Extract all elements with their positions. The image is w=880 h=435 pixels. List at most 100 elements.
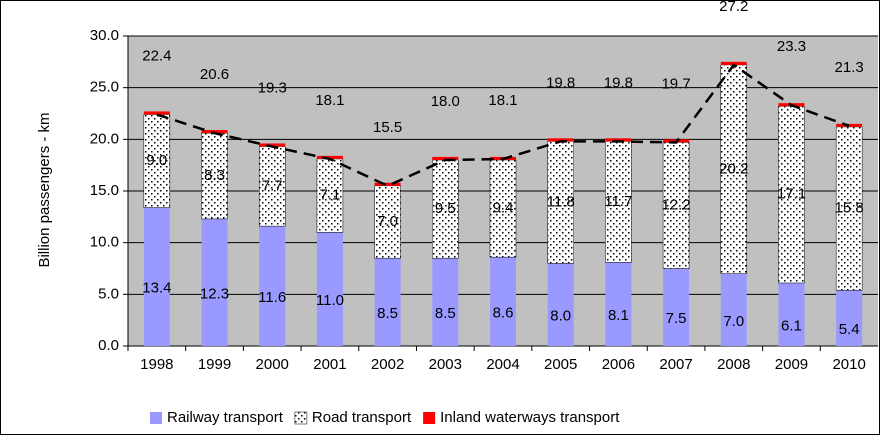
bar-segment: [778, 282, 805, 346]
x-tick-label: 2009: [775, 356, 808, 373]
total-label: 22.4: [142, 48, 171, 65]
bar-segment: [662, 142, 690, 269]
bar-segment: [143, 111, 170, 115]
legend-label: Railway transport: [167, 409, 284, 426]
bar-segment: [432, 159, 459, 259]
data-label: 13.4: [142, 280, 171, 297]
x-tick-label: 1999: [198, 356, 231, 373]
bar-segment: [143, 114, 171, 208]
x-tick-label: 2010: [832, 356, 865, 373]
bar-segment: [374, 182, 401, 186]
data-label: 8.5: [377, 305, 398, 322]
bar-segment: [143, 207, 170, 346]
bar-segment: [778, 106, 805, 284]
bar-segment: [432, 258, 459, 346]
data-label: 17.1: [777, 186, 806, 203]
bar-segment: [605, 138, 632, 142]
bar-segment: [720, 273, 747, 346]
bar-segment: [259, 226, 286, 346]
bar-segment: [259, 143, 286, 147]
data-label: 8.6: [493, 305, 514, 322]
x-tick-label: 1998: [140, 356, 173, 373]
bar-segment: [432, 156, 459, 160]
data-label: 8.1: [608, 307, 629, 324]
data-label: 12.3: [200, 285, 229, 302]
data-label: 9.4: [493, 200, 514, 217]
bar-segment: [201, 218, 228, 346]
data-label: 7.0: [723, 313, 744, 330]
x-tick-label: 2008: [717, 356, 750, 373]
total-label: 19.8: [546, 74, 575, 91]
x-tick-label: 2006: [602, 356, 635, 373]
x-tick-label: 2000: [256, 356, 289, 373]
data-label: 9.5: [435, 200, 456, 217]
bar-segment: [720, 61, 747, 65]
bar-segment: [258, 146, 286, 227]
data-label: 8.3: [204, 167, 225, 184]
data-label: 11.7: [604, 193, 632, 210]
bar-segment: [720, 64, 748, 274]
total-label: 18.1: [315, 92, 344, 109]
y-tick-label: 0.0: [98, 337, 119, 354]
x-tick-label: 2001: [313, 356, 346, 373]
data-label: 7.5: [666, 310, 687, 327]
bar-segment: [316, 155, 343, 159]
bar-segment: [835, 126, 863, 291]
legend-label: Road transport: [312, 409, 412, 426]
bar-segment: [201, 130, 228, 134]
y-tick-label: 20.0: [90, 130, 119, 147]
y-tick-label: 30.0: [90, 27, 119, 44]
data-label: 11.8: [547, 193, 575, 210]
x-tick-label: 2003: [429, 356, 462, 373]
total-label: 21.3: [835, 59, 864, 76]
total-label: 19.3: [258, 80, 287, 97]
x-tick-label: 2005: [544, 356, 577, 373]
x-tick-label: 2007: [659, 356, 692, 373]
legend-label: Inland waterways transport: [440, 409, 620, 426]
bar-segment: [374, 258, 401, 346]
data-label: 8.0: [550, 308, 571, 325]
total-label: 20.6: [200, 66, 229, 83]
legend-swatch: [150, 412, 162, 424]
bar-segment: [489, 159, 517, 258]
bar-segment: [547, 141, 574, 264]
x-tick-label: 2002: [371, 356, 404, 373]
data-label: 20.2: [719, 160, 748, 177]
total-line: [156, 63, 850, 188]
total-label: 18.1: [488, 92, 517, 109]
data-label: 15.8: [835, 200, 864, 217]
y-axis-label: Billion passengers - km: [36, 112, 53, 267]
total-label: 15.5: [373, 119, 402, 136]
bar-segment: [663, 268, 690, 346]
total-label: 23.3: [777, 38, 806, 55]
legend-swatch: [423, 412, 436, 424]
total-label: 19.8: [604, 74, 633, 91]
data-label: 7.1: [319, 187, 340, 204]
bar-segment: [316, 232, 343, 346]
bar-segment: [547, 263, 574, 346]
bar-segment: [836, 290, 863, 346]
data-label: 11.6: [258, 289, 286, 306]
total-label: 18.0: [431, 93, 460, 110]
y-tick-label: 10.0: [90, 234, 119, 251]
y-tick-label: 15.0: [90, 182, 119, 199]
data-label: 12.2: [661, 196, 690, 213]
data-label: 6.1: [781, 317, 802, 334]
total-label: 27.2: [719, 0, 748, 15]
bar-segment: [605, 262, 632, 346]
data-label: 11.0: [316, 292, 344, 309]
y-tick-label: 5.0: [98, 285, 119, 302]
bar-segment: [490, 257, 516, 346]
data-label: 5.4: [839, 321, 860, 338]
data-label: 8.5: [435, 305, 456, 322]
data-label: 9.0: [146, 152, 167, 169]
x-tick-label: 2004: [486, 356, 519, 373]
bar-segment: [547, 138, 574, 142]
bar-segment: [605, 141, 632, 263]
data-label: 7.0: [377, 213, 398, 230]
y-tick-label: 25.0: [90, 79, 119, 96]
total-label: 19.7: [661, 75, 690, 92]
legend-swatch: [294, 411, 308, 425]
